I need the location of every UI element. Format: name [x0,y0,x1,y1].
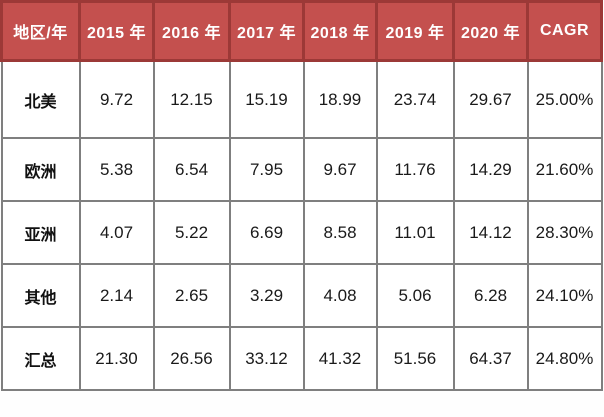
value-cell: 2.65 [152,263,231,328]
region-label: 汇总 [0,326,81,391]
header-cell-region-year: 地区/年 [0,0,81,62]
value-cell: 6.28 [452,263,529,328]
region-label: 其他 [0,263,81,328]
value-cell: 24.80% [526,326,603,391]
header-cell-2020: 2020 年 [452,0,529,62]
table-row-north-america: 北美 9.72 12.15 15.19 18.99 23.74 29.67 25… [0,59,603,139]
value-cell: 64.37 [452,326,529,391]
value-cell: 29.67 [452,59,529,139]
value-cell: 12.15 [152,59,231,139]
region-label: 欧洲 [0,137,81,202]
value-cell: 26.56 [152,326,231,391]
value-cell: 9.67 [302,137,378,202]
header-cell-cagr: CAGR [526,0,603,62]
value-cell: 4.07 [78,200,155,265]
value-cell: 11.76 [375,137,455,202]
value-cell: 41.32 [302,326,378,391]
value-cell: 5.38 [78,137,155,202]
value-cell: 25.00% [526,59,603,139]
region-label: 北美 [0,59,81,139]
header-cell-2016: 2016 年 [152,0,231,62]
value-cell: 8.58 [302,200,378,265]
value-cell: 14.12 [452,200,529,265]
table-row-europe: 欧洲 5.38 6.54 7.95 9.67 11.76 14.29 21.60… [0,137,603,202]
header-cell-2018: 2018 年 [302,0,378,62]
table-header-row: 地区/年 2015 年 2016 年 2017 年 2018 年 2019 年 … [0,0,603,62]
header-cell-2019: 2019 年 [375,0,455,62]
value-cell: 51.56 [375,326,455,391]
value-cell: 7.95 [228,137,305,202]
value-cell: 3.29 [228,263,305,328]
value-cell: 4.08 [302,263,378,328]
value-cell: 21.60% [526,137,603,202]
value-cell: 15.19 [228,59,305,139]
table-row-other: 其他 2.14 2.65 3.29 4.08 5.06 6.28 24.10% [0,263,603,328]
value-cell: 6.54 [152,137,231,202]
value-cell: 24.10% [526,263,603,328]
table-row-asia: 亚洲 4.07 5.22 6.69 8.58 11.01 14.12 28.30… [0,200,603,265]
region-year-table: 地区/年 2015 年 2016 年 2017 年 2018 年 2019 年 … [0,0,603,391]
value-cell: 11.01 [375,200,455,265]
region-label: 亚洲 [0,200,81,265]
value-cell: 5.22 [152,200,231,265]
value-cell: 28.30% [526,200,603,265]
value-cell: 33.12 [228,326,305,391]
value-cell: 5.06 [375,263,455,328]
value-cell: 21.30 [78,326,155,391]
table-row-total: 汇总 21.30 26.56 33.12 41.32 51.56 64.37 2… [0,326,603,391]
value-cell: 6.69 [228,200,305,265]
value-cell: 2.14 [78,263,155,328]
value-cell: 18.99 [302,59,378,139]
value-cell: 23.74 [375,59,455,139]
header-cell-2015: 2015 年 [78,0,155,62]
value-cell: 9.72 [78,59,155,139]
value-cell: 14.29 [452,137,529,202]
header-cell-2017: 2017 年 [228,0,305,62]
